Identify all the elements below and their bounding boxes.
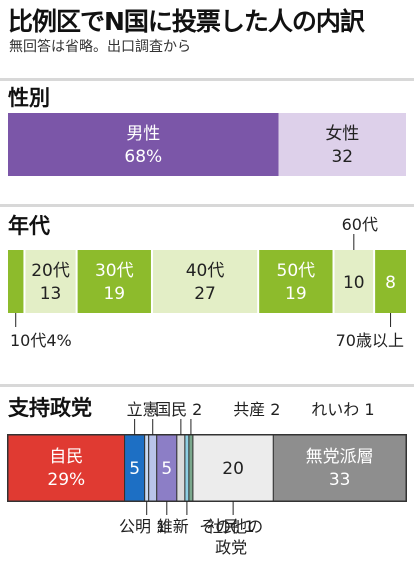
segment-value: 32 bbox=[331, 147, 353, 167]
segment-value: 19 bbox=[103, 284, 125, 304]
segment-value: 13 bbox=[40, 284, 62, 304]
chart-title: 比例区でN国に投票した人の内訳 bbox=[8, 7, 365, 36]
segment-2-9 bbox=[272, 434, 407, 502]
segment-2-5 bbox=[176, 434, 186, 502]
callout-label-jcp: 共産 2 bbox=[233, 400, 280, 419]
segment-label: 女性 bbox=[325, 124, 359, 144]
segment-1-5 bbox=[334, 250, 374, 313]
chart-subtitle: 無回答は省略。出口調査から bbox=[9, 39, 191, 55]
segment-label: 自民 bbox=[49, 447, 83, 467]
segment-label: 40代 bbox=[186, 261, 225, 281]
section-title-party: 支持政党 bbox=[8, 396, 92, 420]
callout-label-cdp: 立憲 bbox=[127, 400, 159, 419]
divider bbox=[0, 78, 414, 81]
callout-label-komeito: 公明 1 bbox=[119, 517, 166, 536]
callout-label-10s: 10代4% bbox=[10, 331, 72, 350]
segment-2-7 bbox=[188, 434, 194, 502]
segment-label: 無党派層 bbox=[306, 447, 374, 467]
segment-value: 33 bbox=[329, 470, 351, 490]
callout-label-ishin: 維新 bbox=[157, 517, 189, 536]
segment-2-0 bbox=[7, 434, 126, 502]
segment-1-4 bbox=[259, 250, 333, 313]
callout-label-70s: 70歳以上 bbox=[336, 331, 404, 350]
segment-2-2 bbox=[144, 434, 150, 502]
segment-1-1 bbox=[25, 250, 76, 313]
segment-2-8 bbox=[192, 434, 274, 502]
segment-value: 27 bbox=[194, 284, 216, 304]
segment-label: 30代 bbox=[95, 261, 134, 281]
segment-value: 5 bbox=[161, 459, 172, 479]
segment-value: 10 bbox=[343, 273, 365, 293]
callout-label-dpfp: 国民 2 bbox=[155, 400, 202, 419]
callout-label-other: その他の bbox=[199, 517, 263, 536]
segment-2-3 bbox=[148, 434, 158, 502]
section-title-age: 年代 bbox=[8, 214, 50, 238]
segment-label: 50代 bbox=[277, 261, 316, 281]
segment-1-2 bbox=[77, 250, 151, 313]
callout-label-60s: 60代 bbox=[342, 215, 378, 234]
callout-label-reiwa: れいわ 1 bbox=[311, 400, 374, 419]
segment-0-1 bbox=[278, 113, 406, 176]
segment-label: 男性 bbox=[126, 124, 160, 144]
segment-label: 20代 bbox=[31, 261, 70, 281]
segment-1-0 bbox=[8, 250, 24, 313]
segment-1-3 bbox=[152, 250, 258, 313]
segment-value: 19 bbox=[285, 284, 307, 304]
segment-value: 29% bbox=[47, 470, 85, 490]
segment-value: 20 bbox=[222, 459, 244, 479]
segment-2-6 bbox=[184, 434, 190, 502]
section-title-gender: 性別 bbox=[8, 86, 50, 110]
callout-label-other: 政党 bbox=[215, 538, 247, 557]
segment-value: 8 bbox=[385, 273, 396, 293]
segment-value: 5 bbox=[129, 459, 140, 479]
callout-label-sdp: 社民 1 bbox=[207, 517, 254, 536]
segment-0-0 bbox=[8, 113, 279, 176]
segment-value: 68% bbox=[124, 147, 162, 167]
divider bbox=[0, 204, 414, 207]
divider bbox=[0, 384, 414, 387]
segment-1-6 bbox=[375, 250, 406, 313]
